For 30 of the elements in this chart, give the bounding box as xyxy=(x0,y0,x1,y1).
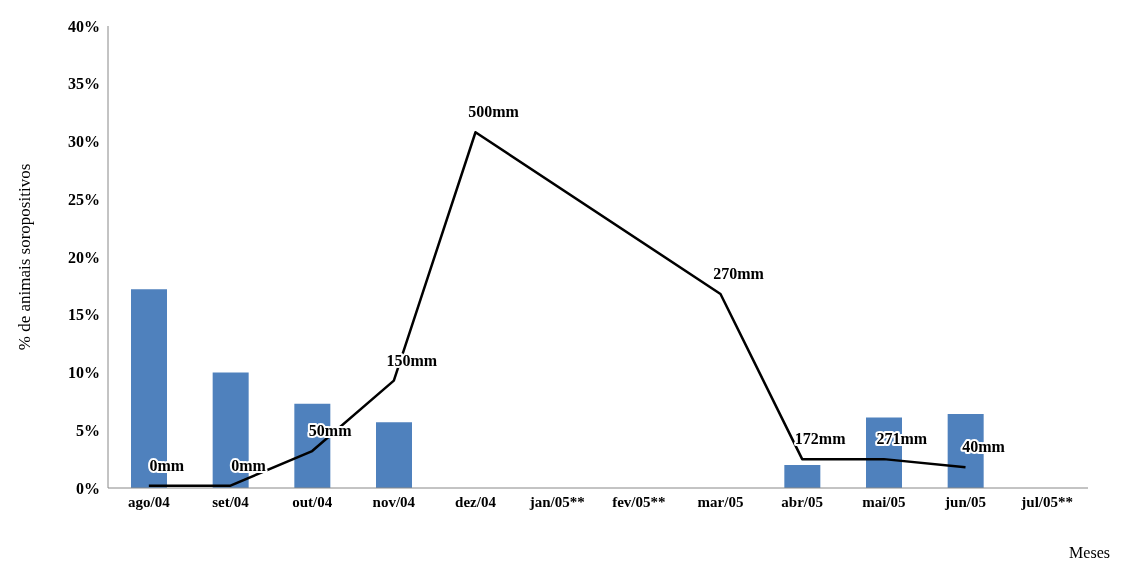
x-tick-label: jul/05** xyxy=(1020,493,1074,510)
x-tick-label: ago/04 xyxy=(128,493,171,510)
y-tick-label: 5% xyxy=(76,421,100,439)
annotation: 172mm xyxy=(794,430,847,448)
annotation: 271mm xyxy=(876,430,928,448)
y-tick-label: 20% xyxy=(68,248,100,266)
bar xyxy=(376,422,412,488)
y-tick-label: 40% xyxy=(68,17,100,35)
x-axis-title: Meses xyxy=(1069,544,1110,562)
x-tick-label: jan/05** xyxy=(528,493,585,510)
bar xyxy=(784,464,821,488)
x-tick-label: dez/04 xyxy=(455,493,497,510)
y-axis-title: % de animais soropositivos xyxy=(15,163,35,351)
y-tick-label: 35% xyxy=(68,75,100,93)
x-tick-label: mai/05 xyxy=(862,493,906,510)
y-tick-label: 25% xyxy=(68,190,100,208)
annotation: 270mm xyxy=(713,264,765,282)
y-tick-label: 15% xyxy=(68,306,100,324)
y-tick-label: 0% xyxy=(76,479,100,497)
x-tick-label: abr/05 xyxy=(781,493,823,510)
y-tick-label: 30% xyxy=(68,133,100,151)
y-tick-label: 10% xyxy=(68,364,100,382)
annotation: 500mm xyxy=(468,103,520,121)
annotation: 0mm xyxy=(149,456,185,474)
x-tick-label: mar/05 xyxy=(697,493,744,510)
x-tick-label: jun/05 xyxy=(944,493,986,510)
x-tick-label: out/04 xyxy=(292,493,333,510)
x-tick-label: nov/04 xyxy=(372,493,416,510)
x-tick-label: set/04 xyxy=(212,493,250,510)
x-tick-label: fev/05** xyxy=(612,493,666,510)
